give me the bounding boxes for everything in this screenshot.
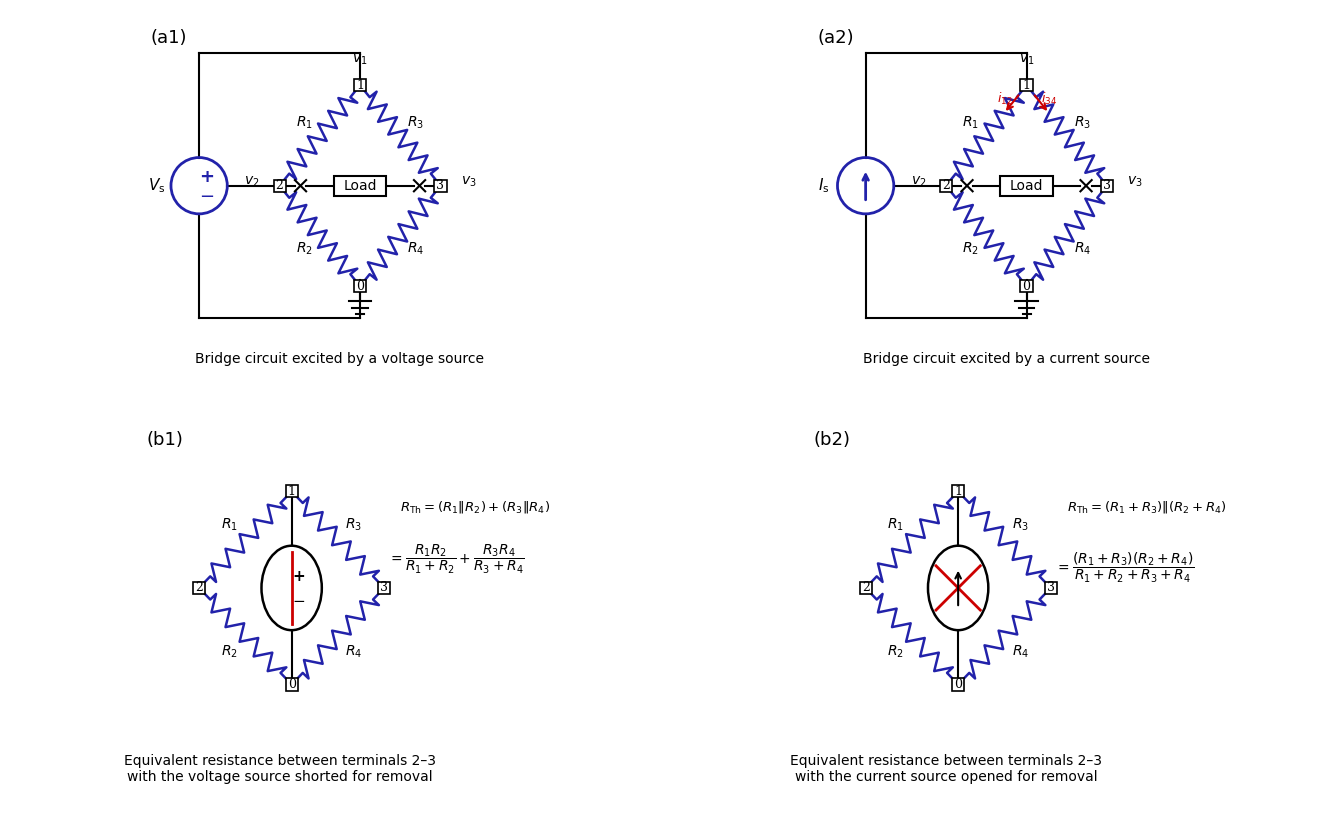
Text: $R_1$: $R_1$	[296, 115, 312, 131]
Text: 2: 2	[942, 179, 950, 192]
Bar	[952, 679, 964, 691]
Text: (b1): (b1)	[147, 431, 184, 449]
Text: $R_2$: $R_2$	[888, 644, 904, 660]
Text: $I_{\mathsf{s}}$: $I_{\mathsf{s}}$	[817, 176, 829, 195]
Text: 2: 2	[195, 582, 203, 594]
Bar	[285, 485, 297, 498]
Bar	[355, 280, 367, 292]
Ellipse shape	[261, 546, 321, 630]
Text: Bridge circuit excited by a voltage source: Bridge circuit excited by a voltage sour…	[196, 352, 484, 365]
Text: Load: Load	[344, 178, 377, 193]
Ellipse shape	[928, 546, 988, 630]
Text: +: +	[199, 168, 213, 186]
Text: $R_3$: $R_3$	[1012, 516, 1029, 533]
Text: $v_2$: $v_2$	[910, 174, 926, 189]
Text: $=\dfrac{R_1 R_2}{R_1+R_2}+\dfrac{R_3 R_4}{R_3+R_4}$: $=\dfrac{R_1 R_2}{R_1+R_2}+\dfrac{R_3 R_…	[388, 543, 525, 577]
Bar	[1101, 179, 1113, 192]
Text: (a2): (a2)	[817, 28, 854, 47]
Bar	[193, 582, 205, 594]
Text: $R_1$: $R_1$	[221, 516, 237, 533]
Text: Bridge circuit excited by a current source: Bridge circuit excited by a current sour…	[862, 352, 1150, 365]
Text: (a1): (a1)	[151, 28, 188, 47]
Bar	[355, 79, 367, 91]
Text: 0: 0	[1022, 280, 1030, 292]
Text: Equivalent resistance between terminals 2–3
with the voltage source shorted for : Equivalent resistance between terminals …	[124, 754, 436, 784]
Bar	[333, 176, 387, 196]
Text: $i_{34}$: $i_{34}$	[1041, 91, 1057, 107]
Bar	[1045, 582, 1057, 594]
Text: $v_2$: $v_2$	[244, 174, 260, 189]
Bar	[379, 582, 391, 594]
Text: 0: 0	[954, 678, 962, 691]
Text: 1: 1	[356, 79, 364, 91]
Bar	[860, 582, 872, 594]
Text: 3: 3	[436, 179, 444, 192]
Text: $-$: $-$	[199, 185, 213, 204]
Text: 0: 0	[356, 280, 364, 292]
Text: $R_1$: $R_1$	[962, 115, 978, 131]
Text: 3: 3	[380, 582, 388, 594]
Text: 0: 0	[288, 678, 296, 691]
Text: $R_2$: $R_2$	[221, 644, 237, 660]
Bar	[285, 679, 297, 691]
Bar	[1000, 176, 1053, 196]
Text: Equivalent resistance between terminals 2–3
with the current source opened for r: Equivalent resistance between terminals …	[790, 754, 1102, 784]
Text: $R_2$: $R_2$	[296, 241, 312, 256]
Bar	[273, 179, 285, 192]
Text: 2: 2	[276, 179, 284, 192]
Text: 2: 2	[861, 582, 869, 594]
Text: $v_1$: $v_1$	[1018, 53, 1034, 67]
Text: $R_{\mathrm{Th}}=(R_1+R_3)\|(R_2+R_4)$: $R_{\mathrm{Th}}=(R_1+R_3)\|(R_2+R_4)$	[1066, 499, 1226, 515]
Text: $i_{12}$: $i_{12}$	[997, 91, 1012, 107]
Text: 1: 1	[954, 485, 962, 498]
Text: $R_4$: $R_4$	[345, 644, 363, 660]
Text: $R_4$: $R_4$	[408, 241, 424, 256]
Text: $R_3$: $R_3$	[345, 516, 363, 533]
Text: $=\dfrac{(R_1+R_3)(R_2+R_4)}{R_1+R_2+R_3+R_4}$: $=\dfrac{(R_1+R_3)(R_2+R_4)}{R_1+R_2+R_3…	[1054, 551, 1194, 585]
Text: $v_1$: $v_1$	[352, 53, 368, 67]
Text: +: +	[292, 569, 305, 584]
Text: $v_3$: $v_3$	[1128, 174, 1142, 189]
Text: Load: Load	[1010, 178, 1044, 193]
Text: $R_3$: $R_3$	[408, 115, 424, 131]
Text: $R_3$: $R_3$	[1074, 115, 1090, 131]
Text: $V_{\mathsf{s}}$: $V_{\mathsf{s}}$	[148, 176, 165, 195]
Text: 1: 1	[1022, 79, 1030, 91]
Bar	[940, 179, 952, 192]
Text: 3: 3	[1102, 179, 1110, 192]
Text: $v_3$: $v_3$	[461, 174, 476, 189]
Text: 1: 1	[288, 485, 296, 498]
Text: $R_{\mathrm{Th}}=(R_1\|R_2)+(R_3\|R_4)$: $R_{\mathrm{Th}}=(R_1\|R_2)+(R_3\|R_4)$	[400, 499, 551, 515]
Bar	[1021, 280, 1033, 292]
Bar	[435, 179, 447, 192]
Text: $R_2$: $R_2$	[962, 241, 978, 256]
Bar	[1021, 79, 1033, 91]
Text: $R_4$: $R_4$	[1012, 644, 1029, 660]
Text: $R_1$: $R_1$	[888, 516, 904, 533]
Text: $-$: $-$	[292, 592, 305, 607]
Text: (b2): (b2)	[813, 431, 850, 449]
Bar	[952, 485, 964, 498]
Text: $R_4$: $R_4$	[1074, 241, 1090, 256]
Text: 3: 3	[1046, 582, 1054, 594]
